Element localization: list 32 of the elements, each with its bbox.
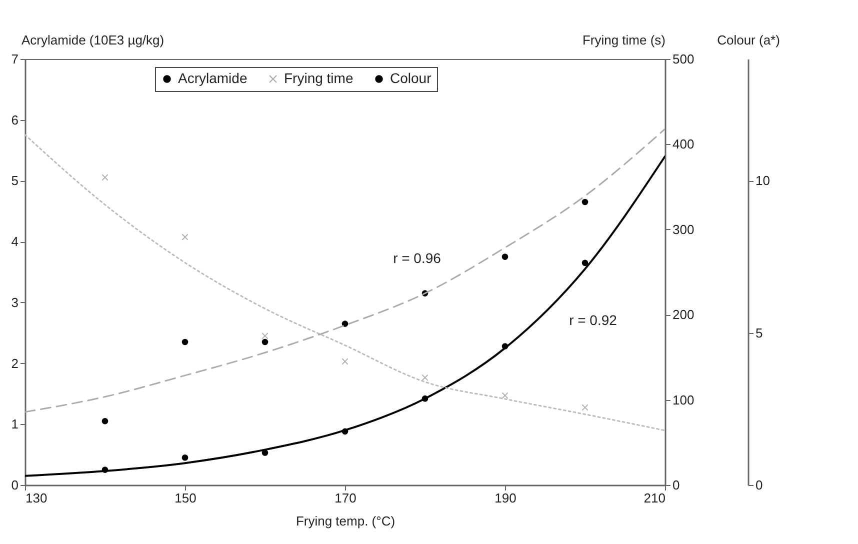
x-axis-title: Frying temp. (°C) bbox=[296, 514, 396, 528]
y-tick-label: 3 bbox=[11, 294, 18, 310]
line-series bbox=[25, 155, 665, 477]
annotation: r = 0.92 bbox=[569, 312, 618, 328]
y3-tick-label: 5 bbox=[756, 325, 763, 340]
y-tick-label: 7 bbox=[11, 52, 18, 66]
y3-axis-title: Colour (a*) bbox=[717, 32, 780, 48]
x-tick-label: 170 bbox=[334, 490, 356, 506]
y-tick-label: 1 bbox=[11, 416, 18, 432]
y-tick-label: 0 bbox=[11, 478, 18, 492]
legend-label: Colour bbox=[390, 70, 432, 86]
legend-label: Acrylamide bbox=[178, 70, 248, 86]
x-tick-label: 150 bbox=[174, 490, 196, 506]
y3-tick-label: 10 bbox=[756, 173, 770, 188]
y2-axis-title: Frying time (s) bbox=[582, 32, 666, 48]
y-tick-label: 6 bbox=[11, 112, 18, 128]
y-axis-title: Acrylamide (10E3 µg/kg) bbox=[22, 32, 164, 48]
y-tick-label: 2 bbox=[11, 356, 18, 371]
y-tick-label: 4 bbox=[11, 234, 18, 250]
y2-tick-label: 200 bbox=[672, 307, 694, 322]
annotation: r = 0.96 bbox=[393, 250, 442, 266]
x-tick-label: 130 bbox=[26, 490, 48, 506]
y2-tick-label: 300 bbox=[672, 222, 694, 237]
legend-label: Frying time bbox=[284, 70, 354, 86]
y-tick-label: 5 bbox=[11, 173, 18, 188]
x-tick-label: 210 bbox=[644, 490, 666, 506]
y2-tick-label: 0 bbox=[672, 478, 680, 492]
y2-tick-label: 400 bbox=[672, 136, 694, 152]
y2-tick-label: 500 bbox=[672, 52, 694, 66]
y2-tick-label: 100 bbox=[672, 392, 694, 408]
y3-tick-label: 0 bbox=[756, 478, 763, 492]
x-tick-label: 190 bbox=[494, 490, 516, 506]
